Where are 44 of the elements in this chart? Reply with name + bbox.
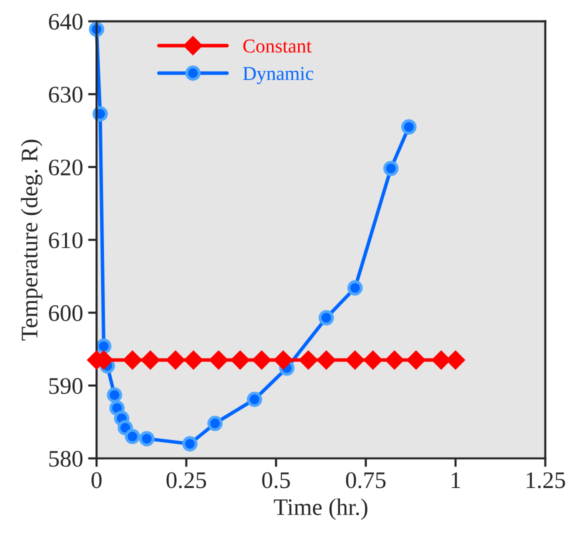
x-axis-title: Time (hr.) <box>274 498 368 520</box>
legend-label: Constant <box>243 40 312 53</box>
x-tick-label: 0 <box>92 472 102 488</box>
point <box>123 350 142 370</box>
x-tick-label: 0.25 <box>166 472 206 488</box>
x-tick-label: 1 <box>452 472 460 488</box>
point <box>230 350 250 370</box>
point <box>383 160 399 176</box>
point <box>347 280 363 296</box>
legend-label: Dynamic <box>243 67 314 84</box>
y-tick-label: 600 <box>48 305 82 322</box>
point <box>246 392 262 408</box>
y-tick-label: 630 <box>48 86 82 103</box>
point <box>406 350 426 370</box>
point <box>274 350 292 370</box>
point <box>209 350 228 370</box>
y-axis-title: Temperature (deg. R) <box>20 140 42 341</box>
point <box>401 119 417 135</box>
y-tick-label: 640 <box>48 14 82 30</box>
point <box>96 338 112 354</box>
point <box>166 350 185 370</box>
point <box>385 350 404 370</box>
point <box>139 431 154 446</box>
point <box>184 350 203 370</box>
x-tick-label: 0.5 <box>262 472 290 488</box>
point <box>141 350 160 370</box>
point <box>299 350 318 370</box>
point <box>432 350 450 370</box>
y-tick-label: 620 <box>48 159 82 176</box>
point <box>317 350 336 370</box>
point <box>318 310 334 326</box>
x-tick-label: 0.75 <box>346 472 386 488</box>
x-tick-label: 1.25 <box>526 472 566 488</box>
point <box>106 387 122 403</box>
point <box>364 350 382 370</box>
point <box>124 428 140 444</box>
y-tick-label: 590 <box>49 378 82 394</box>
point <box>252 350 271 370</box>
y-tick-label: 610 <box>48 232 82 248</box>
point <box>346 350 364 370</box>
point <box>207 416 223 432</box>
y-tick-label: 580 <box>49 450 82 467</box>
point <box>182 436 198 452</box>
point <box>446 350 465 370</box>
